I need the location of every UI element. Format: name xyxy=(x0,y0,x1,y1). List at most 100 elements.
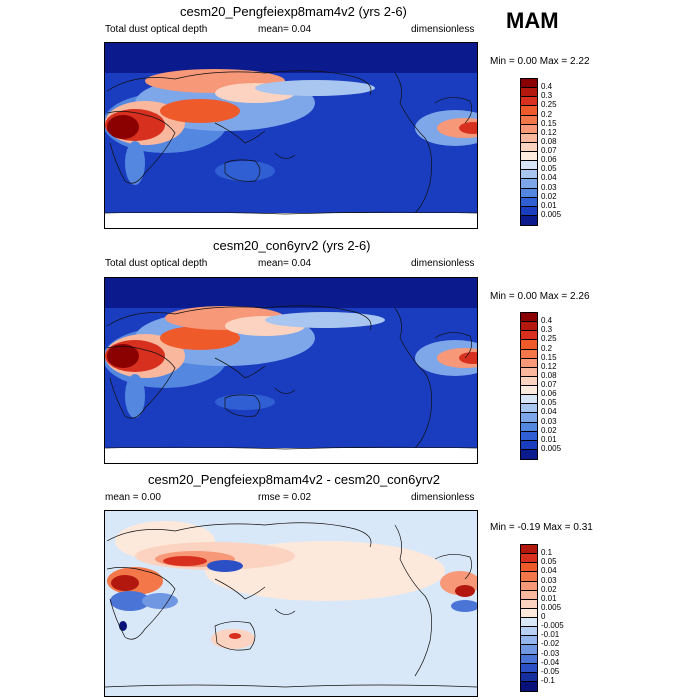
colorbar-swatch xyxy=(521,331,537,341)
colorbar-swatch xyxy=(521,672,537,682)
panel1-colorbar xyxy=(520,78,538,226)
colorbar-swatch xyxy=(521,97,537,107)
panel2-colorbar-labels: 0.4 0.3 0.25 0.2 0.15 0.12 0.08 0.07 0.06 0.05 0.0… xyxy=(541,312,581,458)
panel1-units-label: dimensionless xyxy=(411,24,475,35)
colorbar-level-label: 0.4 xyxy=(541,82,553,92)
colorbar-level-label: 0.25 xyxy=(541,100,557,110)
colorbar-swatch xyxy=(521,663,537,673)
colorbar-swatch xyxy=(521,590,537,600)
panel3-mean-label: mean = 0.00 xyxy=(105,492,161,503)
colorbar-level-label: 0.05 xyxy=(541,164,557,174)
panel1-map xyxy=(104,42,478,229)
colorbar-swatch xyxy=(521,608,537,618)
colorbar-level-label: 0.02 xyxy=(541,191,557,201)
colorbar-level-label: 0.06 xyxy=(541,389,557,399)
panel3-units-label: dimensionless xyxy=(411,492,475,503)
colorbar-level-label: 0.04 xyxy=(541,566,557,576)
colorbar-swatch xyxy=(521,170,537,180)
panel1-variable-label: Total dust optical depth xyxy=(105,24,208,35)
colorbar-level-label: 0.005 xyxy=(541,209,562,219)
colorbar-level-label: 0.07 xyxy=(541,146,557,155)
colorbar-swatch xyxy=(521,358,537,368)
colorbar-level-label: 0.4 xyxy=(541,316,553,326)
colorbar-level-label: 0.3 xyxy=(541,91,553,101)
season-label: MAM xyxy=(506,8,559,33)
colorbar-swatch xyxy=(521,133,537,143)
colorbar-swatch xyxy=(521,88,537,98)
colorbar-swatch xyxy=(521,349,537,359)
panel3-rmse-label: rmse = 0.02 xyxy=(258,492,312,503)
colorbar-level-label: 0.01 xyxy=(541,200,557,210)
colorbar-level-label: 0.04 xyxy=(541,407,557,417)
colorbar-swatch xyxy=(521,115,537,125)
colorbar-level-label: 0.06 xyxy=(541,155,557,165)
panel2-mean-label: mean= 0.04 xyxy=(258,258,312,269)
panel3-colorbar xyxy=(520,544,538,692)
colorbar-level-label: 0.15 xyxy=(541,352,557,362)
colorbar-level-label: 0.01 xyxy=(541,434,557,444)
panel1-colorbar-labels: 0.4 0.3 0.25 0.2 0.15 0.12 0.08 0.07 0.06 0.05 0.0… xyxy=(541,78,581,224)
colorbar-level-label: -0.005 xyxy=(541,621,564,631)
colorbar-swatch xyxy=(521,627,537,637)
panel2-title: cesm20_con6yrv2 (yrs 2-6) xyxy=(213,238,371,253)
colorbar-level-label: -0.03 xyxy=(541,648,560,658)
colorbar-swatch xyxy=(521,206,537,216)
colorbar-level-label: 0.2 xyxy=(541,343,553,353)
colorbar-swatch xyxy=(521,152,537,162)
panel1-minmax: Min = 0.00 Max = 2.22 xyxy=(490,56,590,67)
colorbar-level-label: 0.03 xyxy=(541,416,557,426)
colorbar-level-label: -0.04 xyxy=(541,657,560,667)
colorbar-level-label: 0.05 xyxy=(541,398,557,408)
colorbar-swatch xyxy=(521,545,537,555)
colorbar-level-label: 0.05 xyxy=(541,557,557,567)
colorbar-swatch xyxy=(521,197,537,207)
colorbar-swatch xyxy=(521,572,537,582)
colorbar-swatch xyxy=(521,440,537,450)
colorbar-level-label: 0.25 xyxy=(541,334,557,344)
colorbar-level-label: 0.01 xyxy=(541,593,557,603)
panel3-title: cesm20_Pengfeiexp8mam4v2 - cesm20_con6yr… xyxy=(148,472,440,487)
colorbar-swatch xyxy=(521,322,537,332)
colorbar-level-label: 0.02 xyxy=(541,425,557,435)
colorbar-swatch xyxy=(521,404,537,414)
colorbar-swatch xyxy=(521,563,537,573)
colorbar-level-label: 0.02 xyxy=(541,584,557,594)
colorbar-swatch xyxy=(521,449,537,459)
colorbar-level-label: 0.12 xyxy=(541,361,557,371)
colorbar-swatch xyxy=(521,124,537,134)
colorbar-swatch xyxy=(521,395,537,405)
colorbar-swatch xyxy=(521,431,537,441)
colorbar-swatch xyxy=(521,654,537,664)
colorbar-level-label: 0.2 xyxy=(541,109,553,119)
colorbar-level-label: 0.15 xyxy=(541,118,557,128)
colorbar-swatch xyxy=(521,645,537,655)
panel2-variable-label: Total dust optical depth xyxy=(105,258,208,269)
colorbar-swatch xyxy=(521,313,537,323)
panel3-colorbar-labels: 0.1 0.05 0.04 0.03 0.02 0.01 0.005 0 -0.005 -0.01… xyxy=(541,544,581,690)
colorbar-swatch xyxy=(521,681,537,691)
colorbar-level-label: 0.3 xyxy=(541,325,553,335)
colorbar-swatch xyxy=(521,618,537,628)
colorbar-level-label: 0.04 xyxy=(541,173,557,183)
colorbar-swatch xyxy=(521,367,537,377)
colorbar-swatch xyxy=(521,581,537,591)
colorbar-swatch xyxy=(521,106,537,116)
colorbar-swatch xyxy=(521,554,537,564)
colorbar-swatch xyxy=(521,161,537,171)
colorbar-swatch xyxy=(521,386,537,396)
colorbar-level-label: 0.08 xyxy=(541,370,557,380)
colorbar-level-label: 0.07 xyxy=(541,380,557,389)
colorbar-level-label: -0.01 xyxy=(541,630,560,640)
colorbar-level-label: 0.1 xyxy=(541,548,553,558)
colorbar-level-label: 0.12 xyxy=(541,127,557,137)
colorbar-swatch xyxy=(521,340,537,350)
colorbar-swatch xyxy=(521,215,537,225)
panel2-colorbar xyxy=(520,312,538,460)
colorbar-swatch xyxy=(521,599,537,609)
colorbar-swatch xyxy=(521,376,537,386)
colorbar-level-label: -0.05 xyxy=(541,666,560,676)
colorbar-swatch xyxy=(521,188,537,198)
colorbar-swatch xyxy=(521,636,537,646)
colorbar-level-label: 0.08 xyxy=(541,136,557,146)
colorbar-swatch xyxy=(521,413,537,423)
